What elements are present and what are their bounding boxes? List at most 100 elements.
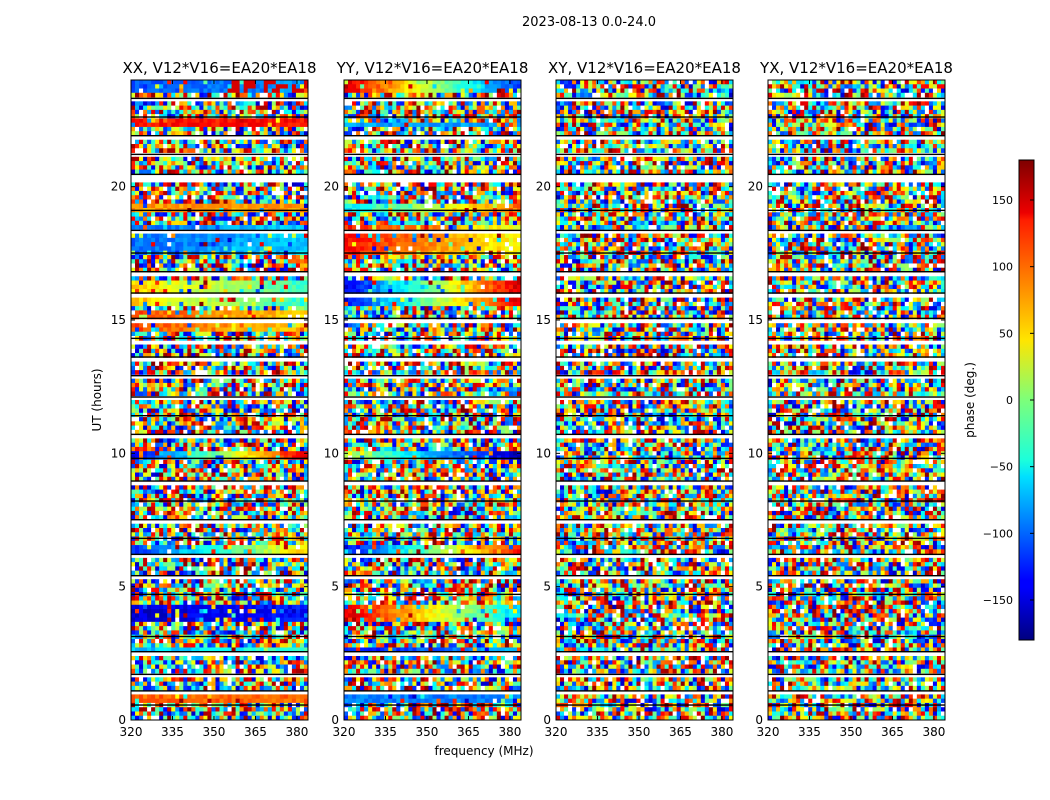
pixel [239,122,245,128]
pixel [227,365,232,371]
pixel [235,510,241,516]
pixel [163,118,168,124]
pixel [303,442,308,448]
pixel [175,570,180,576]
pixel [219,617,224,623]
pixel [279,604,285,610]
pixel [151,600,156,606]
pixel [235,425,241,431]
pixel [251,523,257,529]
pixel [147,378,152,384]
pixel [287,105,293,111]
pixel [243,331,249,337]
pixel [235,169,241,175]
pixel [187,596,192,601]
pixel [215,199,220,205]
pixel [299,80,305,85]
pixel [159,515,164,520]
ut-row [131,472,308,478]
pixel [207,579,212,584]
pixel [251,476,257,482]
pixel [299,216,305,222]
pixel [255,199,261,205]
pixel [215,156,220,162]
pixel [303,144,308,149]
pixel [195,80,200,85]
pixel [295,528,301,533]
pixel [295,472,301,478]
pixel [223,464,228,469]
pixel [271,216,277,222]
pixel [159,621,164,627]
pixel [131,220,136,226]
pixel [131,344,136,350]
pixel [131,80,136,85]
pixel [215,451,220,456]
pixel [263,621,269,627]
pixel [183,532,188,537]
pixel [299,617,305,623]
pixel [235,310,241,316]
pixel [143,459,148,465]
pixel [223,203,228,209]
ut-row [131,540,308,546]
pixel [199,284,204,290]
pixel [279,267,285,273]
pixel [203,267,208,273]
pixel [211,489,216,495]
pixel [195,216,200,222]
pixel [159,464,164,469]
pixel [131,532,136,537]
pixel [299,566,305,572]
pixel [235,451,241,456]
pixel [267,472,273,478]
pixel [283,493,289,499]
pixel [227,540,232,546]
pixel [183,425,188,431]
pixel [191,348,196,354]
ut-row [131,523,308,529]
pixel [279,122,285,128]
pixel [291,263,297,269]
pixel [291,600,297,606]
pixel [187,148,192,153]
pixel [175,310,180,316]
pixel [279,523,285,529]
ut-row [131,489,308,495]
pixel [219,169,224,175]
pixel [215,220,220,226]
pixel [143,510,148,516]
pixel [271,476,277,482]
pixel [251,472,257,478]
pixel [295,165,301,170]
pixel [175,596,180,601]
pixel [239,609,245,614]
pixel [287,365,293,371]
pixel [247,148,253,153]
ut-row [131,365,308,371]
pixel [251,549,257,554]
pixel [295,169,301,175]
pixel [271,617,277,623]
pixel [239,528,245,533]
pixel [279,557,285,563]
pixel [131,570,136,576]
pixel [131,165,136,170]
pixel [159,378,164,384]
ut-row [131,626,308,631]
pixel [291,242,297,247]
pixel [147,361,152,367]
pixel [195,549,200,554]
pixel [163,485,168,490]
pixel [227,587,232,593]
pixel [211,109,216,115]
pixel [183,254,188,260]
pixel [247,233,253,239]
pixel [215,370,220,375]
pixel [131,408,136,414]
pixel [163,626,168,631]
pixel [147,169,152,175]
ut-row [131,190,308,196]
pixel [255,442,261,448]
pixel [259,545,265,550]
